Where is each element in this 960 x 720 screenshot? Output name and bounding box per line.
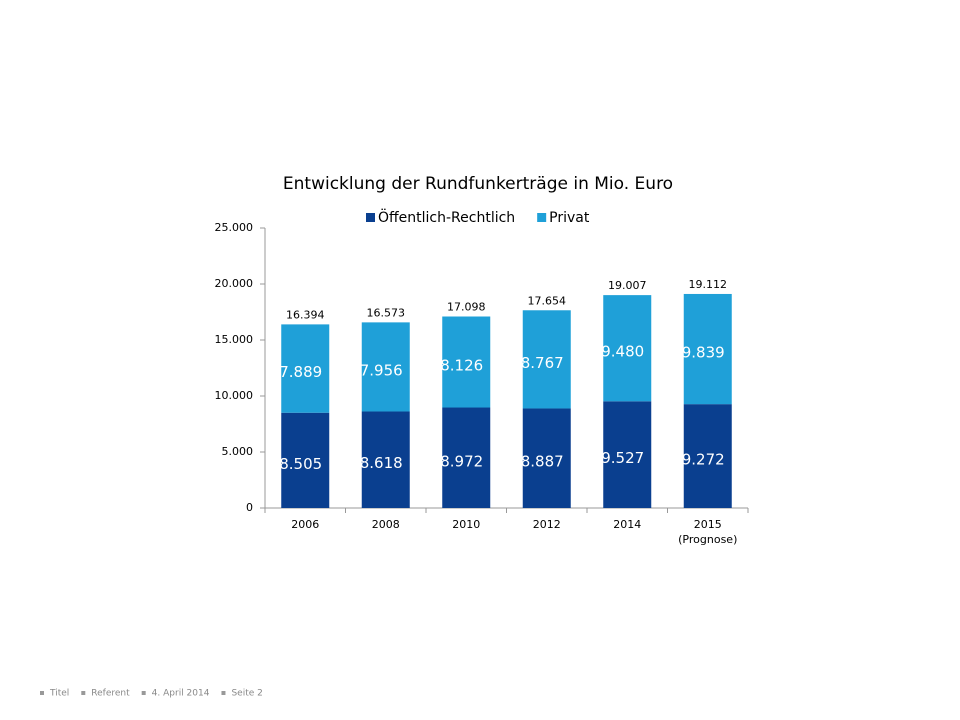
x-tick-label: 2012 xyxy=(533,518,561,531)
x-tick-label: 2008 xyxy=(372,518,400,531)
y-tick-label: 0 xyxy=(246,501,253,514)
bar-segment xyxy=(281,324,330,413)
footer-text: 4. April 2014 xyxy=(152,689,210,699)
total-label: 16.394 xyxy=(286,308,325,321)
value-label: 9.839 xyxy=(682,344,725,362)
bar-segment xyxy=(361,411,410,508)
bar-segment xyxy=(522,408,571,508)
footer-bullet xyxy=(221,691,226,695)
footer-bullet xyxy=(40,691,44,695)
y-tick-label: 15.000 xyxy=(215,333,254,346)
y-tick-label: 25.000 xyxy=(215,221,254,234)
bar-segment xyxy=(603,295,652,402)
legend-swatch xyxy=(366,213,375,222)
value-label: 8.767 xyxy=(521,354,564,372)
y-tick-label: 20.000 xyxy=(215,277,254,290)
bar-segment xyxy=(522,310,571,409)
footer-text: Seite 2 xyxy=(231,689,262,699)
footer-bullet xyxy=(141,691,146,695)
y-tick-label: 5.000 xyxy=(222,445,254,458)
chart-title: Entwicklung der Rundfunkerträge in Mio. … xyxy=(283,174,673,194)
y-tick-label: 10.000 xyxy=(215,389,254,402)
total-label: 16.573 xyxy=(367,306,406,319)
total-label: 17.654 xyxy=(528,294,567,307)
value-label: 8.505 xyxy=(279,455,322,473)
bar-segment xyxy=(603,401,652,508)
x-tick-label: 2015 (Prognose) xyxy=(678,518,737,546)
bar-segment xyxy=(281,412,330,508)
x-tick-label: 2006 xyxy=(291,518,319,531)
legend-label: Privat xyxy=(549,210,590,226)
total-label: 17.098 xyxy=(447,301,486,314)
value-label: 7.889 xyxy=(279,363,322,381)
footer-bullet xyxy=(81,691,86,695)
value-label: 8.126 xyxy=(440,357,483,375)
value-label: 8.618 xyxy=(360,454,403,472)
x-tick-label: 2010 xyxy=(452,518,480,531)
total-label: 19.007 xyxy=(608,279,647,292)
legend-label: Öffentlich-Rechtlich xyxy=(378,208,515,226)
value-label: 9.527 xyxy=(601,449,644,467)
x-tick-label: 2014 xyxy=(613,518,641,531)
value-label: 8.887 xyxy=(521,453,564,471)
footer-text: Titel xyxy=(49,689,69,699)
value-label: 7.956 xyxy=(360,361,403,379)
legend-swatch xyxy=(537,213,547,222)
bar-segment xyxy=(361,322,410,412)
value-label: 9.272 xyxy=(682,451,725,469)
bar-segment xyxy=(442,316,491,408)
footer-text: Referent xyxy=(91,689,130,699)
value-label: 8.972 xyxy=(440,452,483,470)
bar-segment xyxy=(442,407,491,508)
value-label: 9.480 xyxy=(601,343,644,361)
total-label: 19.112 xyxy=(689,278,728,291)
bar-segment xyxy=(683,293,732,405)
bar-segment xyxy=(683,404,732,508)
